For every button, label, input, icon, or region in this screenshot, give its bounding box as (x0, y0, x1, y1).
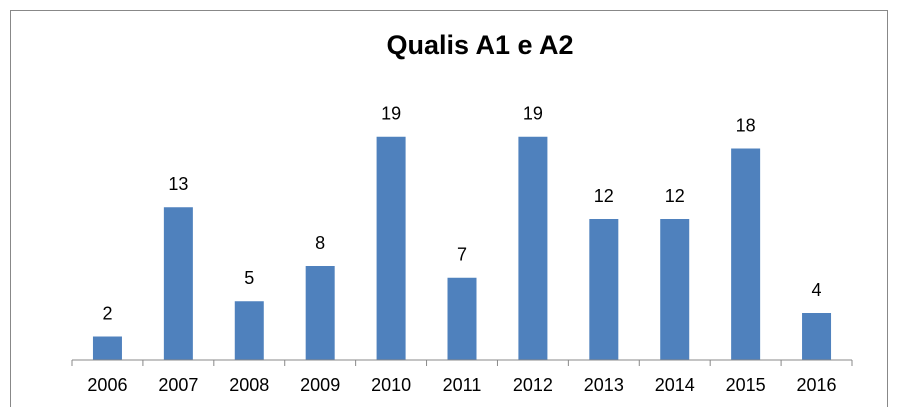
x-tick-label: 2010 (371, 375, 411, 395)
bar (92, 336, 122, 360)
x-tick-label: 2008 (229, 375, 269, 395)
x-tick-label: 2007 (158, 375, 198, 395)
bar (163, 207, 193, 360)
data-label: 12 (665, 186, 685, 206)
data-label: 19 (381, 104, 401, 124)
x-tick-label: 2013 (584, 375, 624, 395)
bar (447, 277, 477, 360)
x-tick-label: 2006 (87, 375, 127, 395)
x-tick-label: 2015 (726, 375, 766, 395)
bar (305, 266, 335, 360)
bar (234, 301, 264, 360)
data-label: 5 (244, 268, 254, 288)
bar (589, 219, 619, 360)
data-label: 12 (594, 186, 614, 206)
data-label: 8 (315, 233, 325, 253)
x-tick-label: 2016 (797, 375, 837, 395)
bar (518, 136, 548, 360)
data-label: 2 (102, 303, 112, 323)
x-tick-label: 2012 (513, 375, 553, 395)
data-label: 7 (457, 245, 467, 265)
data-label: 4 (812, 280, 822, 300)
bar (802, 313, 832, 360)
x-tick-label: 2009 (300, 375, 340, 395)
x-tick-label: 2014 (655, 375, 695, 395)
bar (731, 148, 761, 360)
bar (376, 136, 406, 360)
chart-title: Qualis A1 e A2 (386, 30, 573, 60)
x-tick-label: 2011 (443, 375, 482, 395)
data-label: 18 (736, 115, 756, 135)
data-label: 19 (523, 104, 543, 124)
bar (660, 219, 690, 360)
chart-border (10, 10, 888, 407)
data-label: 13 (168, 174, 188, 194)
